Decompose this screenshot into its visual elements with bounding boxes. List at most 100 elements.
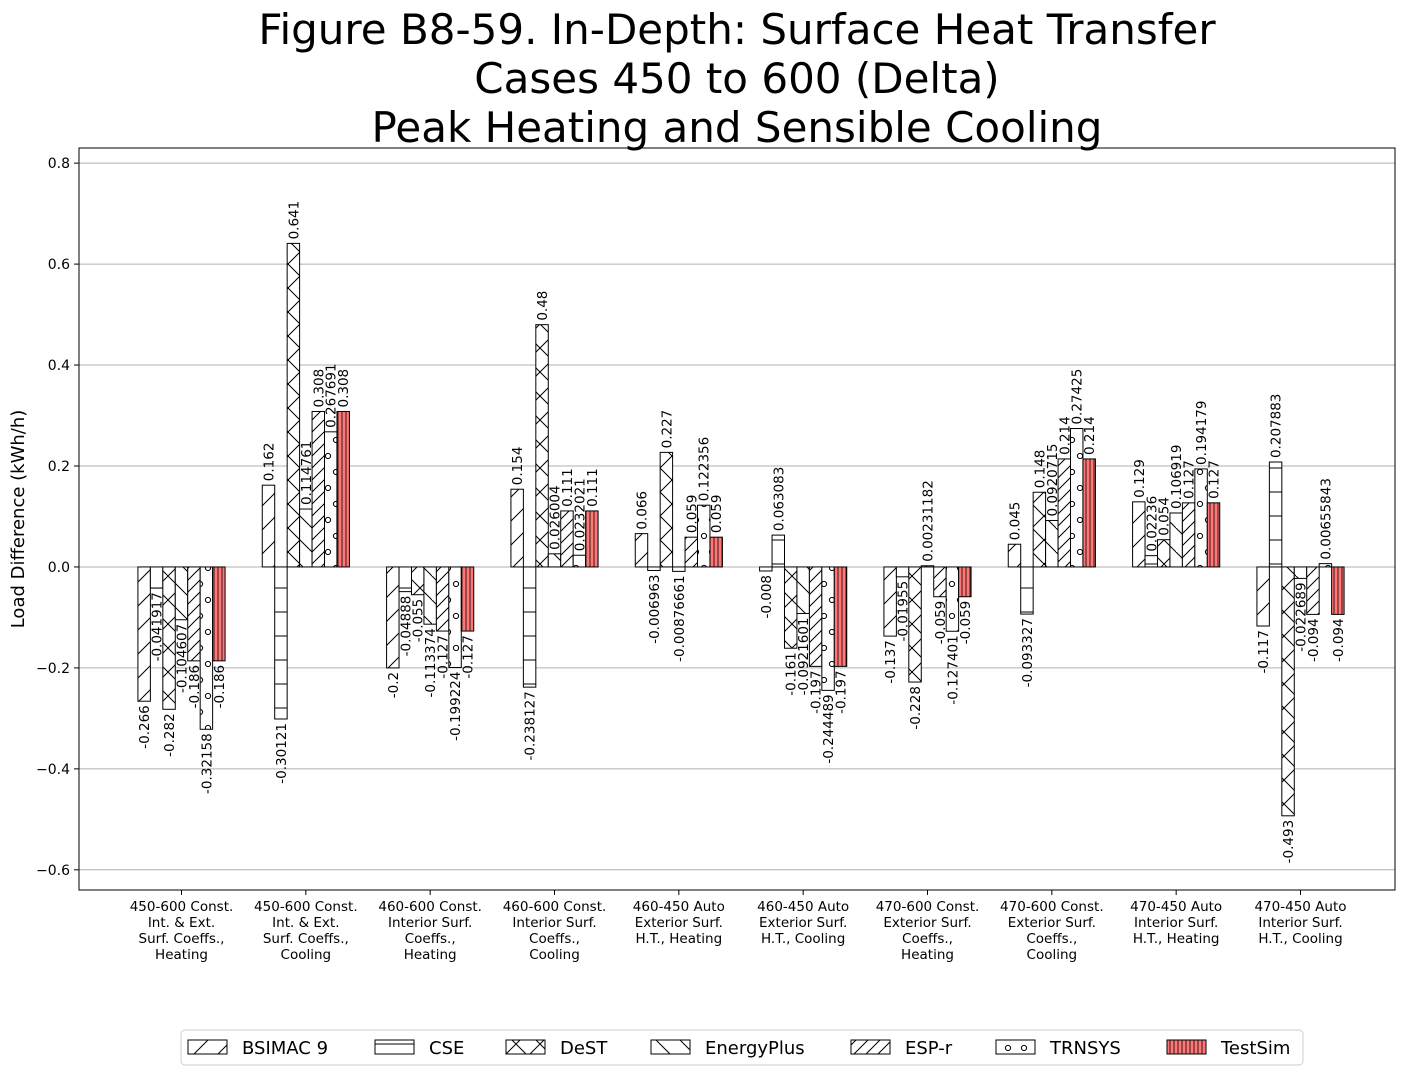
bar-testsim [460,566,475,632]
bar-bsimac-9 [386,566,400,669]
bar-testsim [1331,566,1345,615]
data-label: 0.641 [286,201,302,240]
legend: BSIMAC 9 CSE DeST EnergyPlus ESP-r TRNSYS Test… [180,1029,1304,1066]
legend-label: TestSim [1220,1038,1290,1059]
y-tick-label: 0.6 [48,257,70,273]
bar-testsim [585,510,599,568]
bar-bsimac-9 [634,533,649,568]
bar-dest [410,566,425,596]
y-tick-label: 0.0 [48,560,70,576]
legend-label: ESP-r [905,1038,953,1059]
data-label: -0.0921601 [796,617,812,695]
data-label: -0.493 [1281,820,1297,864]
legend-label: TRNSYS [1049,1038,1121,1059]
legend-swatch [505,1039,546,1055]
y-tick-label: −0.6 [36,863,70,879]
data-label: 0.114761 [299,441,315,505]
x-tick-label: 450-600 Const. [254,899,358,915]
bar-trnsys [697,504,711,568]
data-label: 0.00231182 [921,480,937,562]
x-tick-label: Cooling [529,947,580,963]
legend-label: CSE [429,1038,464,1059]
x-tick-label: Coeffs., [1026,931,1077,947]
data-label: -0.041917 [150,592,166,661]
bar-trnsys [1318,563,1333,568]
data-label: -0.006963 [647,574,663,643]
bar-testsim [336,410,350,568]
data-label: 0.054 [1157,497,1173,536]
bar-bsimac-9 [1132,501,1146,568]
data-label: 0.308 [311,369,327,408]
data-label: 0.194179 [1194,401,1210,465]
bar-dest [1281,566,1295,817]
data-label: -0.059 [958,601,974,645]
x-tick-label: Coeffs., [529,931,580,947]
data-label: -0.093327 [1020,618,1036,687]
bar-dest [1032,491,1047,568]
x-tick-label: Int. & Ext. [272,915,339,931]
bar-energyplus [920,565,935,568]
bar-bsimac-9 [137,566,151,702]
chart-title-line: Figure B8-59. In-Depth: Surface Heat Tra… [258,5,1216,54]
bar-energyplus [1045,519,1059,568]
data-label: -0.137 [883,640,899,684]
x-tick-label: H.T., Cooling [1258,931,1342,947]
bar-cse [1268,461,1283,568]
data-label: 0.111 [560,468,576,507]
x-tick-label: 470-450 Auto [1254,899,1346,915]
x-tick-label: H.T., Cooling [761,931,845,947]
legend-label: BSIMAC 9 [242,1038,328,1059]
legend-swatch [374,1039,415,1055]
x-tick-label: 470-600 Const. [876,899,980,915]
bar-bsimac-9 [1007,543,1022,568]
data-label: 0.27425 [1070,369,1086,425]
bar-esp-r [1306,566,1320,615]
legend-swatch [1166,1039,1207,1055]
data-label: 0.127 [1207,460,1223,499]
x-tick-label: Coeffs., [902,931,953,947]
data-label: 0.0232021 [572,478,588,551]
legend-swatch [995,1039,1036,1055]
data-label: 0.00655843 [1318,478,1334,560]
bar-bsimac-9 [883,566,897,637]
y-tick-label: −0.2 [36,661,70,677]
data-label: -0.117 [1256,630,1272,674]
bar-testsim [1206,502,1221,568]
y-axis: −0.6 −0.4 −0.2 0.0 0.2 0.4 0.6 0.8 [36,156,79,879]
legend-label: EnergyPlus [705,1038,805,1059]
chart-title-line: Cases 450 to 600 (Delta) [474,54,999,103]
data-label: 0.214 [1057,416,1073,455]
data-label: 0.148 [1032,450,1048,489]
x-tick-label: Coeffs., [405,931,456,947]
bar-cse [1020,566,1034,615]
x-tick-label: 460-600 Const. [503,899,607,915]
data-label: -0.113374 [423,628,439,697]
bar-cse [771,534,785,568]
chart-title-line: Peak Heating and Sensible Cooling [372,103,1103,152]
legend-swatch [850,1039,891,1055]
y-tick-label: 0.2 [48,459,70,475]
data-labels: -0.266-0.041917-0.282-0.104607-0.186-0.3… [137,201,1347,864]
bar-esp-r [435,566,450,632]
x-tick-label: Exterior Surf. [1008,915,1096,931]
bar-dest [908,566,922,683]
data-label: -0.238127 [523,691,539,760]
x-tick-label: Heating [404,947,457,963]
bar-testsim [1082,458,1096,568]
x-tick-label: 470-600 Const. [1000,899,1104,915]
data-label: -0.266 [137,705,153,749]
bar-trnsys [572,554,587,568]
data-label: -0.30121 [274,723,290,784]
bar-esp-r [560,510,574,568]
bar-energyplus [1293,566,1308,579]
data-label: -0.186 [187,665,203,709]
data-label: 0.214 [1082,416,1098,455]
bar-cse [274,566,288,720]
data-label: -0.127 [436,635,452,679]
x-tick-label: Interior Surf. [1258,915,1342,931]
data-label: -0.282 [162,713,178,757]
x-tick-label: H.T., Heating [636,931,723,947]
x-tick-label: Interior Surf. [388,915,472,931]
data-label: -0.127401 [945,635,961,704]
data-label: 0.227 [659,410,675,449]
